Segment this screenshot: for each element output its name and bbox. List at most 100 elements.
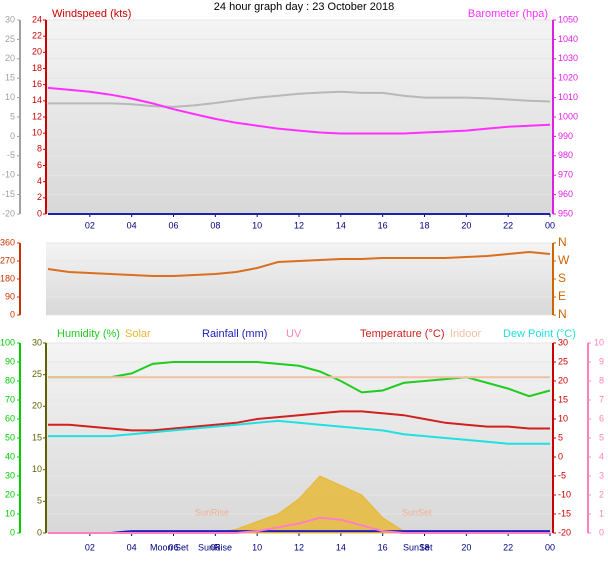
y-tick-label: 20 — [5, 53, 15, 63]
y-tick-label: 90 — [5, 356, 15, 366]
y-tick-label: 5 — [558, 432, 563, 442]
y-tick-label: 90 — [5, 291, 15, 301]
y-tick-label: 1030 — [558, 53, 578, 63]
y-tick-label: 950 — [558, 208, 573, 218]
y-tick-label: 180 — [0, 273, 15, 283]
y-tick-label: 14 — [32, 95, 42, 105]
x-tick-label: 16 — [378, 220, 388, 230]
x-tick-label: 12 — [294, 542, 304, 552]
y-tick-label: -20 — [558, 527, 571, 537]
y-tick-label: 20 — [32, 401, 42, 411]
y-tick-label: 1010 — [558, 92, 578, 102]
y-tick-label: 15 — [558, 394, 568, 404]
y-tick-label: 1020 — [558, 73, 578, 83]
y-tick-label: 25 — [5, 34, 15, 44]
x-tick-label: 10 — [252, 542, 262, 552]
y-tick-label: 980 — [558, 150, 573, 160]
y-tick-label: 0 — [558, 451, 563, 461]
y-tick-label: 2 — [37, 192, 42, 202]
x-tick-label: 18 — [419, 542, 429, 552]
y-tick-label: 5 — [599, 432, 604, 442]
line — [47, 86, 551, 135]
y-tick-label: 2 — [599, 489, 604, 499]
y-tick-label: 22 — [32, 31, 42, 41]
x-tick-label: 08 — [210, 220, 220, 230]
y-tick-label: 25 — [558, 356, 568, 366]
line — [48, 419, 550, 445]
y-tick-label: 25 — [32, 369, 42, 379]
y-tick-label: 6 — [599, 413, 604, 423]
y-tick-label: 18 — [32, 63, 42, 73]
y-tick-label: 3 — [599, 470, 604, 480]
y-tick-label: 20 — [32, 47, 42, 57]
y-tick-label: 24 — [32, 14, 42, 24]
x-tick-label: 10 — [252, 220, 262, 230]
annotation: SunSet — [403, 542, 433, 552]
line — [48, 516, 550, 534]
x-tick-label: 16 — [378, 542, 388, 552]
x-tick-label: 06 — [168, 220, 178, 230]
y-tick-label: 30 — [5, 14, 15, 24]
annotation: SunRise — [195, 507, 229, 517]
y-tick-label: 970 — [558, 170, 573, 180]
y-tick-label: 990 — [558, 131, 573, 141]
legend-entry: Windspeed (kts) — [52, 8, 131, 20]
y-tick-label: 10 — [5, 508, 15, 518]
y-tick-label: 4 — [599, 451, 604, 461]
x-tick-label: 20 — [461, 542, 471, 552]
y-tick-label: 9 — [599, 356, 604, 366]
y-tick-label: 1050 — [558, 14, 578, 24]
legend-entry: Rainfall (mm) — [202, 328, 267, 340]
x-tick-label: 22 — [503, 220, 513, 230]
line — [47, 250, 551, 277]
y-tick-label: N — [558, 307, 567, 321]
y-tick-label: -15 — [558, 508, 571, 518]
y-tick-label: N — [558, 235, 567, 249]
y-tick-label: 6 — [37, 160, 42, 170]
legend-entry: Temperature (°C) — [360, 328, 444, 340]
y-tick-label: 12 — [32, 111, 42, 121]
y-tick-label: 4 — [37, 176, 42, 186]
legend-entry: Barometer (hpa) — [468, 8, 548, 20]
y-tick-label: 30 — [5, 470, 15, 480]
x-tick-label: 00 — [545, 220, 555, 230]
y-tick-label: 1040 — [558, 34, 578, 44]
x-tick-label: 06 — [168, 542, 178, 552]
y-tick-label: E — [558, 289, 566, 303]
y-tick-label: 10 — [5, 92, 15, 102]
legend-entry: Humidity (%) — [57, 328, 120, 340]
y-tick-label: 1000 — [558, 111, 578, 121]
y-tick-label: 0 — [599, 527, 604, 537]
y-tick-label: 16 — [32, 79, 42, 89]
y-tick-label: W — [558, 253, 570, 267]
annotation: SunSet — [402, 507, 432, 517]
y-tick-label: 0 — [37, 208, 42, 218]
x-tick-label: 02 — [85, 220, 95, 230]
x-tick-label: 12 — [294, 220, 304, 230]
x-tick-label: 22 — [503, 542, 513, 552]
y-tick-label: 40 — [5, 451, 15, 461]
y-tick-label: 7 — [599, 394, 604, 404]
chart-title: 24 hour graph day : 23 October 2018 — [214, 1, 394, 13]
y-tick-label: -5 — [7, 150, 15, 160]
y-tick-label: 30 — [32, 337, 42, 347]
line — [48, 410, 550, 432]
y-tick-label: 8 — [599, 375, 604, 385]
y-tick-label: 10 — [594, 337, 604, 347]
y-tick-label: 20 — [558, 375, 568, 385]
y-tick-label: -10 — [2, 170, 15, 180]
legend-entry: Indoor — [450, 328, 482, 340]
x-tick-label: 00 — [545, 542, 555, 552]
y-tick-label: -15 — [2, 189, 15, 199]
x-tick-label: 04 — [127, 542, 137, 552]
y-tick-label: 80 — [5, 375, 15, 385]
y-tick-label: 15 — [5, 73, 15, 83]
y-tick-label: -20 — [2, 208, 15, 218]
y-tick-label: 60 — [5, 413, 15, 423]
y-tick-label: 960 — [558, 189, 573, 199]
y-tick-label: 0 — [10, 309, 15, 319]
y-tick-label: 0 — [37, 527, 42, 537]
x-tick-label: 18 — [419, 220, 429, 230]
y-tick-label: 100 — [0, 337, 15, 347]
